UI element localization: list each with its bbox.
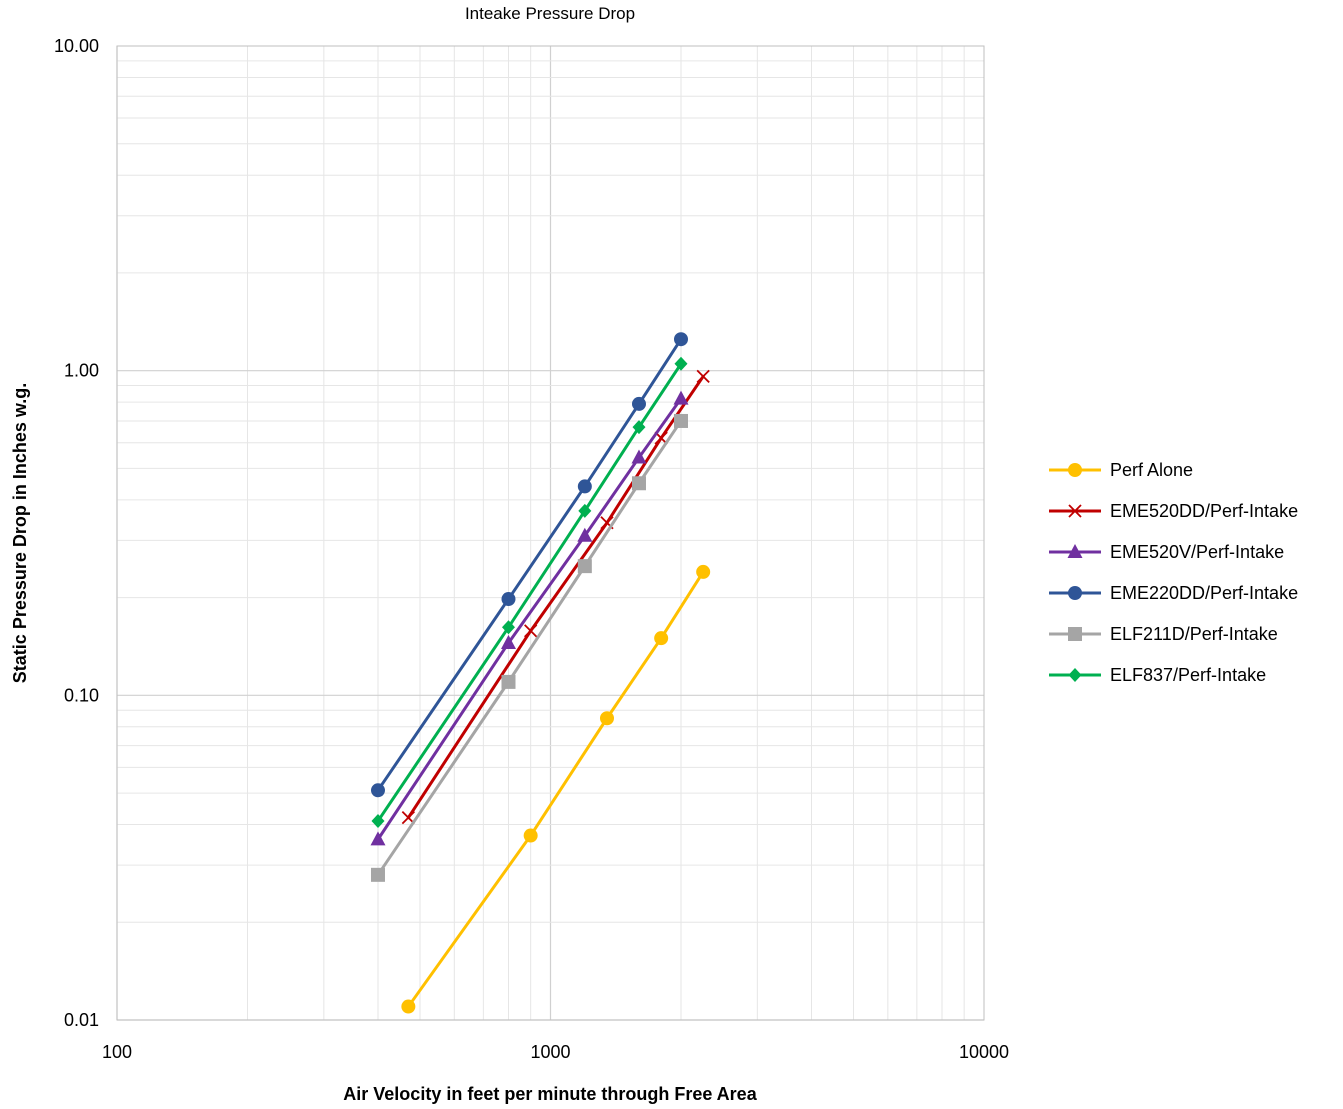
series-2	[370, 390, 689, 846]
series-3	[370, 332, 688, 798]
legend-label: ELF837/Perf-Intake	[1110, 665, 1266, 685]
series-line	[376, 362, 683, 823]
data-point	[696, 369, 710, 384]
y-tick-label: 10.00	[54, 36, 99, 56]
data-point	[577, 527, 593, 542]
data-point	[696, 564, 711, 579]
series-layer	[370, 332, 711, 1014]
data-point	[370, 831, 386, 846]
data-point	[370, 867, 385, 882]
legend-marker	[1067, 544, 1083, 558]
legend-label: Perf Alone	[1110, 460, 1193, 480]
legend-label: EME520DD/Perf-Intake	[1110, 501, 1298, 521]
data-point	[631, 476, 646, 491]
data-point	[370, 783, 385, 798]
data-point	[501, 620, 515, 635]
x-axis-ticks: 100 1000 10000	[102, 1042, 1009, 1062]
data-point	[673, 390, 689, 405]
data-point	[500, 634, 516, 649]
y-axis-title: Static Pressure Drop in Inches w.g.	[10, 383, 30, 683]
legend-label: EME520V/Perf-Intake	[1110, 542, 1284, 562]
series-0	[401, 564, 711, 1014]
legend-item: EME220DD/Perf-Intake	[1049, 583, 1298, 603]
legend-item: EME520DD/Perf-Intake	[1049, 501, 1298, 521]
data-point	[401, 999, 416, 1014]
legend-item: ELF837/Perf-Intake	[1049, 665, 1266, 685]
y-tick-label: 0.01	[64, 1010, 99, 1030]
data-point	[673, 332, 688, 347]
data-point	[631, 449, 647, 464]
data-point	[501, 592, 516, 607]
legend-label: ELF211D/Perf-Intake	[1110, 624, 1278, 644]
legend-label: EME220DD/Perf-Intake	[1110, 583, 1298, 603]
y-axis-ticks: 0.01 0.10 1.00 10.00	[54, 36, 99, 1030]
legend-marker	[1068, 668, 1082, 682]
legend-item: ELF211D/Perf-Intake	[1049, 624, 1278, 644]
series-4	[370, 413, 688, 882]
legend-marker	[1068, 586, 1082, 600]
data-point	[523, 828, 538, 843]
data-point	[654, 631, 669, 646]
x-tick-label: 100	[102, 1042, 132, 1062]
data-point	[578, 503, 592, 518]
x-tick-label: 1000	[530, 1042, 570, 1062]
data-point	[524, 624, 538, 638]
data-point	[577, 479, 592, 494]
x-tick-label: 10000	[959, 1042, 1009, 1062]
data-point	[674, 356, 688, 371]
series-line	[376, 397, 683, 841]
x-axis-title: Air Velocity in feet per minute through …	[343, 1084, 757, 1104]
y-tick-label: 0.10	[64, 685, 99, 705]
grid	[116, 46, 984, 1021]
legend-item: EME520V/Perf-Intake	[1049, 542, 1284, 562]
data-point	[632, 420, 646, 435]
data-point	[577, 559, 592, 574]
data-point	[631, 396, 646, 411]
series-1	[401, 369, 710, 825]
data-point	[673, 413, 688, 428]
y-tick-label: 1.00	[64, 361, 99, 381]
data-point	[599, 711, 614, 726]
plot-area	[116, 45, 985, 1021]
legend-marker	[1068, 627, 1082, 641]
legend-marker	[1068, 463, 1082, 477]
legend: Perf Alone EME520DD/Perf-Intake EME520V/Pe…	[1049, 460, 1298, 685]
series-5	[371, 356, 688, 829]
chart-title: Inteake Pressure Drop	[465, 4, 635, 23]
legend-marker	[1068, 504, 1082, 518]
data-point	[501, 674, 516, 689]
legend-item: Perf Alone	[1049, 460, 1193, 480]
data-point	[371, 814, 385, 829]
